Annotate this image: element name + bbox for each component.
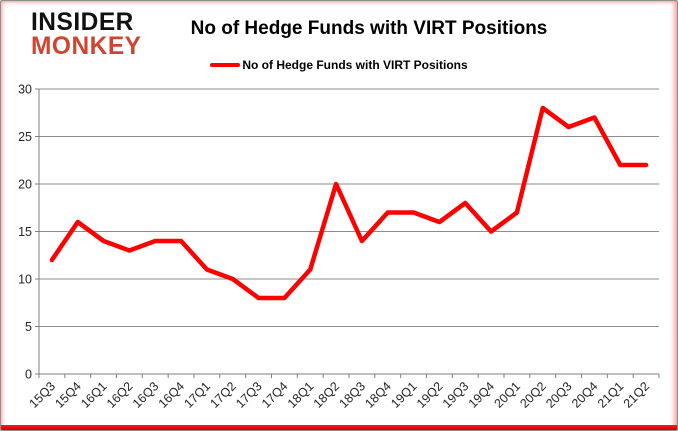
x-axis-tick-label: 18Q2 <box>311 379 343 411</box>
y-axis-tick-label: 0 <box>25 367 32 381</box>
x-axis-tick-label: 17Q2 <box>207 379 239 411</box>
x-axis-tick-label: 17Q4 <box>259 379 291 411</box>
x-axis-tick-label: 17Q3 <box>233 379 265 411</box>
x-axis-tick-label: 19Q2 <box>414 379 446 411</box>
y-axis-tick-label: 25 <box>18 130 32 144</box>
x-axis-tick-label: 16Q1 <box>78 379 110 411</box>
x-axis-tick-label: 16Q3 <box>130 379 162 411</box>
legend: No of Hedge Funds with VIRT Positions <box>1 57 677 73</box>
insider-monkey-logo: INSIDER MONKEY <box>31 7 142 61</box>
y-axis-tick-label: 30 <box>18 82 32 96</box>
legend-line-marker <box>210 63 241 67</box>
x-axis-tick-label: 20Q4 <box>569 379 601 411</box>
x-axis-tick-label: 21Q2 <box>621 379 653 411</box>
x-axis-tick-label: 20Q3 <box>543 379 575 411</box>
y-axis-tick-label: 5 <box>25 320 32 334</box>
x-axis-tick-label: 18Q1 <box>285 379 317 411</box>
bottom-red-accent-bar <box>1 425 677 430</box>
x-axis-tick-label: 19Q4 <box>466 379 498 411</box>
x-axis-tick-label: 20Q1 <box>492 379 524 411</box>
x-axis-tick-label: 21Q1 <box>595 379 627 411</box>
series-line <box>49 105 649 301</box>
logo-text-monkey: MONKEY <box>31 31 142 61</box>
x-axis-tick-label: 19Q3 <box>440 379 472 411</box>
x-axis-tick-label: 16Q4 <box>156 379 188 411</box>
chart-title: No of Hedge Funds with VIRT Positions <box>190 18 548 39</box>
x-axis-tick-label: 15Q4 <box>52 379 84 411</box>
x-axis-tick-label: 16Q2 <box>104 379 136 411</box>
logo-text-insider: INSIDER <box>31 7 134 37</box>
x-axis-tick-label: 17Q1 <box>182 379 214 411</box>
x-axis-tick-label: 18Q3 <box>337 379 369 411</box>
y-axis-tick-label: 10 <box>18 272 32 286</box>
x-axis-tick-label: 18Q4 <box>362 379 394 411</box>
x-axis-tick-label: 19Q1 <box>388 379 420 411</box>
x-axis-tick-label: 15Q3 <box>27 379 59 411</box>
legend-label: No of Hedge Funds with VIRT Positions <box>242 58 468 72</box>
y-axis-tick-label: 15 <box>18 225 32 239</box>
x-axis-tick-label: 20Q2 <box>517 379 549 411</box>
y-axis-tick-label: 20 <box>18 177 32 191</box>
